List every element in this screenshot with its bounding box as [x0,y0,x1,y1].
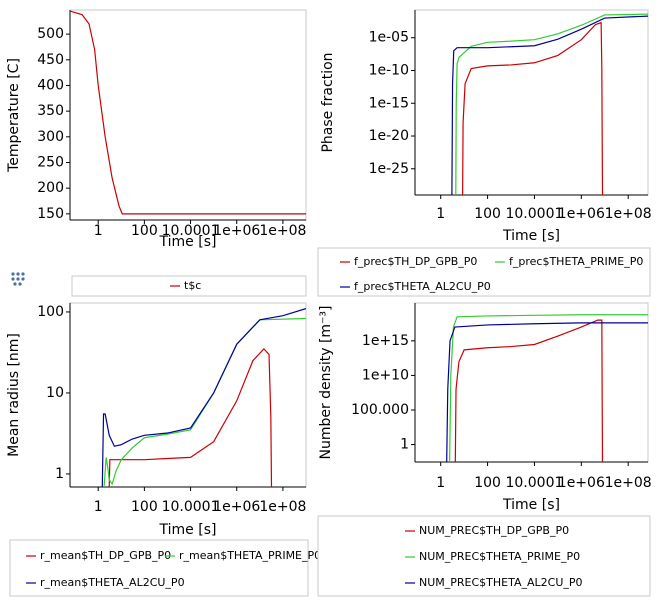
series-line [449,314,648,462]
y-axis-label: Number density [m⁻³] [318,305,334,459]
y-tick-label: 1e-25 [369,161,409,177]
y-tick-label: 150 [37,206,64,222]
series-line [101,308,306,487]
legend-label: r_mean$THETA_PRIME_P0 [179,549,321,562]
legend-label: NUM_PREC$THETA_PRIME_P0 [419,550,580,563]
series-line [451,15,648,195]
legend-label: NUM_PREC$TH_DP_GPB_P0 [419,524,569,537]
y-tick-label: 350 [37,103,64,119]
legend-box [317,247,651,297]
x-tick-label: 1 [94,499,103,515]
y-tick-label: 1 [55,466,64,482]
legend-box [317,515,651,597]
legend-box [9,539,309,597]
x-tick-label: 1e+08 [605,475,652,491]
x-tick-label: 1e+06 [213,223,260,239]
legend-label: f_prec$TH_DP_GPB_P0 [354,255,477,268]
plot-area [414,9,649,196]
x-tick-label: 10.0001 [162,223,220,239]
x-axis-label: Time [s] [159,522,217,538]
y-tick-label: 450 [37,52,64,68]
x-tick-label: 10.0001 [505,206,563,222]
y-tick-label: 1e-10 [369,62,409,78]
x-tick-label: 1 [436,206,445,222]
y-tick-label: 250 [37,154,64,170]
legend-label: r_mean$TH_DP_GPB_P0 [40,549,171,562]
x-tick-label: 1 [94,223,103,239]
legend-label: f_prec$THETA_PRIME_P0 [509,255,643,268]
x-tick-label: 100 [131,223,158,239]
y-tick-label: 1e+10 [362,367,409,383]
legend-label: r_mean$THETA_AL2CU_P0 [40,576,185,589]
y-tick-label: 1e+15 [362,333,409,349]
y-tick-label: 1e-20 [369,128,409,144]
x-tick-label: 1e+06 [558,206,605,222]
y-tick-label: 100 [37,304,64,320]
x-tick-label: 1e+08 [605,206,652,222]
legend-label: t$c [184,279,201,292]
y-axis-label: Mean radius [nm] [6,333,22,457]
series-line [70,10,306,215]
y-tick-label: 300 [37,129,64,145]
x-axis-label: Time [s] [502,497,560,513]
x-tick-label: 1e+06 [213,499,260,515]
x-tick-label: 10.0001 [505,475,563,491]
y-tick-label: 1e-05 [369,30,409,46]
x-tick-label: 1e+08 [259,499,306,515]
x-tick-label: 100 [474,475,501,491]
legend-label: NUM_PREC$THETA_AL2CU_P0 [419,576,583,589]
plot-area [69,302,307,488]
series-line [462,21,604,195]
x-axis-label: Time [s] [159,234,217,250]
legend-label: f_prec$THETA_AL2CU_P0 [354,280,491,293]
plot-area [69,9,307,221]
y-tick-label: 1e-15 [369,95,409,111]
y-tick-label: 400 [37,77,64,93]
y-tick-label: 1 [400,437,409,453]
x-tick-label: 1e+06 [558,475,605,491]
y-tick-label: 10 [46,385,64,401]
x-tick-label: 1e+08 [259,223,306,239]
y-tick-label: 100.000 [351,402,409,418]
series-line [455,13,648,195]
x-tick-label: 100 [474,206,501,222]
y-axis-label: Temperature [C] [6,58,22,173]
x-axis-label: Time [s] [502,228,560,244]
legend-box [71,275,307,297]
x-tick-label: 10.0001 [162,499,220,515]
x-tick-label: 100 [131,499,158,515]
series-line [446,322,648,462]
y-tick-label: 200 [37,180,64,196]
y-axis-label: Phase fraction [320,52,336,152]
x-tick-label: 1 [436,475,445,491]
icon [11,272,25,286]
y-tick-label: 500 [37,26,64,42]
series-line [454,319,604,462]
